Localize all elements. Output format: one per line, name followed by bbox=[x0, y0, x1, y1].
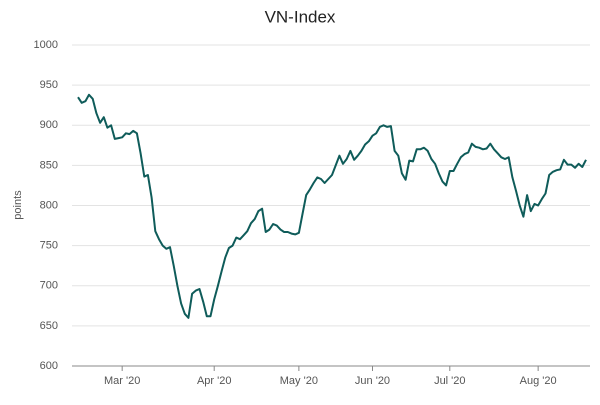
line bbox=[77, 93, 587, 319]
y-tick-label: 950 bbox=[40, 79, 58, 91]
y-tick-label: 700 bbox=[40, 280, 58, 292]
x-tick-label: Jul '20 bbox=[434, 375, 465, 387]
y-tick-label: 900 bbox=[40, 119, 58, 131]
x-tick-label: Jun '20 bbox=[355, 375, 390, 387]
x-tick-label: Mar '20 bbox=[104, 375, 140, 387]
x-tick-label: May '20 bbox=[280, 375, 318, 387]
y-tick-label: 600 bbox=[40, 360, 58, 372]
y-tick-label: 800 bbox=[40, 199, 58, 211]
chart-title: VN-Index bbox=[265, 7, 336, 26]
y-axis-label: points bbox=[12, 190, 24, 220]
y-tick-label: 1000 bbox=[34, 39, 58, 51]
x-tick-label: Apr '20 bbox=[197, 375, 232, 387]
y-tick-label: 850 bbox=[40, 159, 58, 171]
y-tick-label: 750 bbox=[40, 240, 58, 252]
y-tick-label: 650 bbox=[40, 320, 58, 332]
x-tick-label: Aug '20 bbox=[520, 375, 557, 387]
